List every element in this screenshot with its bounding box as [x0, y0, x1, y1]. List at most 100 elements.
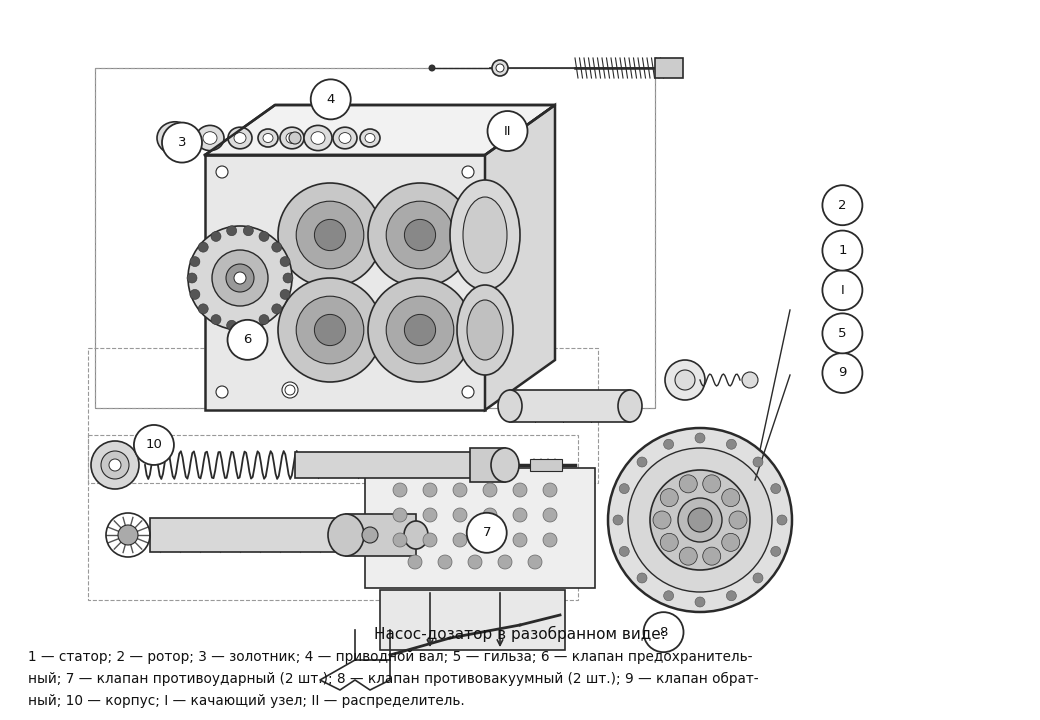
Circle shape	[199, 242, 208, 252]
Circle shape	[664, 590, 674, 600]
Ellipse shape	[404, 521, 428, 549]
Circle shape	[492, 60, 508, 76]
Text: 3: 3	[178, 136, 186, 149]
Circle shape	[216, 166, 228, 178]
Ellipse shape	[286, 132, 298, 143]
Ellipse shape	[328, 514, 364, 556]
Bar	[310, 128, 345, 148]
Text: 1 — статор; 2 — ротор; 3 — золотник; 4 — приводной вал; 5 — гильза; 6 — клапан п: 1 — статор; 2 — ротор; 3 — золотник; 4 —…	[28, 650, 753, 664]
Circle shape	[227, 226, 237, 235]
Circle shape	[296, 201, 364, 269]
Circle shape	[729, 511, 747, 529]
Circle shape	[695, 433, 705, 443]
Circle shape	[513, 533, 527, 547]
Circle shape	[283, 273, 293, 283]
Ellipse shape	[491, 448, 519, 482]
Bar	[510, 390, 630, 422]
Circle shape	[109, 459, 121, 471]
Circle shape	[289, 132, 301, 144]
Circle shape	[753, 573, 763, 583]
Circle shape	[726, 590, 736, 600]
Ellipse shape	[311, 132, 324, 144]
Circle shape	[777, 515, 787, 525]
Circle shape	[280, 289, 290, 300]
Circle shape	[513, 508, 527, 522]
Circle shape	[638, 573, 647, 583]
Circle shape	[483, 508, 497, 522]
Circle shape	[408, 555, 422, 569]
Circle shape	[679, 475, 697, 493]
Circle shape	[362, 527, 378, 543]
Text: 9: 9	[838, 366, 847, 379]
Circle shape	[393, 533, 407, 547]
Circle shape	[278, 183, 382, 287]
Circle shape	[619, 546, 629, 557]
Circle shape	[453, 533, 467, 547]
Circle shape	[423, 533, 437, 547]
Circle shape	[386, 296, 453, 364]
Ellipse shape	[196, 125, 224, 150]
Text: 4: 4	[327, 93, 335, 106]
Circle shape	[644, 612, 683, 652]
Circle shape	[190, 256, 200, 266]
Circle shape	[393, 483, 407, 497]
Ellipse shape	[258, 129, 278, 147]
Circle shape	[726, 439, 736, 449]
Circle shape	[678, 498, 722, 542]
Circle shape	[405, 220, 436, 251]
Circle shape	[823, 313, 862, 354]
Circle shape	[483, 533, 497, 547]
Text: 1: 1	[838, 244, 847, 257]
Ellipse shape	[280, 127, 304, 149]
Circle shape	[488, 111, 527, 151]
Circle shape	[664, 439, 674, 449]
Circle shape	[650, 470, 750, 570]
Ellipse shape	[234, 132, 246, 143]
Circle shape	[638, 457, 647, 467]
Circle shape	[823, 270, 862, 310]
Ellipse shape	[467, 300, 503, 360]
Circle shape	[199, 304, 208, 314]
Circle shape	[187, 273, 197, 283]
Circle shape	[314, 220, 345, 251]
Circle shape	[438, 555, 452, 569]
Polygon shape	[205, 105, 555, 155]
Circle shape	[211, 315, 222, 325]
Ellipse shape	[157, 122, 193, 154]
Circle shape	[118, 525, 138, 545]
Circle shape	[722, 534, 739, 552]
Circle shape	[368, 183, 472, 287]
Bar	[205, 155, 485, 410]
Bar	[380, 590, 565, 650]
Circle shape	[453, 483, 467, 497]
Circle shape	[282, 382, 298, 398]
Text: II: II	[503, 125, 512, 138]
Circle shape	[243, 226, 254, 235]
Ellipse shape	[457, 285, 513, 375]
Bar	[150, 518, 350, 552]
Circle shape	[280, 256, 290, 266]
Text: 6: 6	[243, 333, 252, 346]
Circle shape	[703, 475, 721, 493]
Circle shape	[462, 166, 474, 178]
Circle shape	[543, 483, 557, 497]
Circle shape	[613, 515, 623, 525]
Circle shape	[271, 304, 282, 314]
Circle shape	[628, 448, 772, 592]
Circle shape	[688, 508, 712, 532]
Ellipse shape	[304, 125, 332, 150]
Circle shape	[528, 555, 542, 569]
Ellipse shape	[618, 390, 642, 422]
Circle shape	[608, 428, 792, 612]
Circle shape	[271, 242, 282, 252]
Circle shape	[314, 315, 345, 346]
Circle shape	[496, 64, 504, 72]
Bar	[346, 514, 416, 556]
Text: ный; 7 — клапан противоударный (2 шт.); 8 — клапан противовакуумный (2 шт.); 9 —: ный; 7 — клапан противоударный (2 шт.); …	[28, 672, 758, 686]
Circle shape	[259, 231, 269, 241]
Circle shape	[513, 483, 527, 497]
Bar	[530, 459, 562, 471]
Circle shape	[543, 508, 557, 522]
Circle shape	[311, 79, 350, 120]
Circle shape	[703, 547, 721, 565]
